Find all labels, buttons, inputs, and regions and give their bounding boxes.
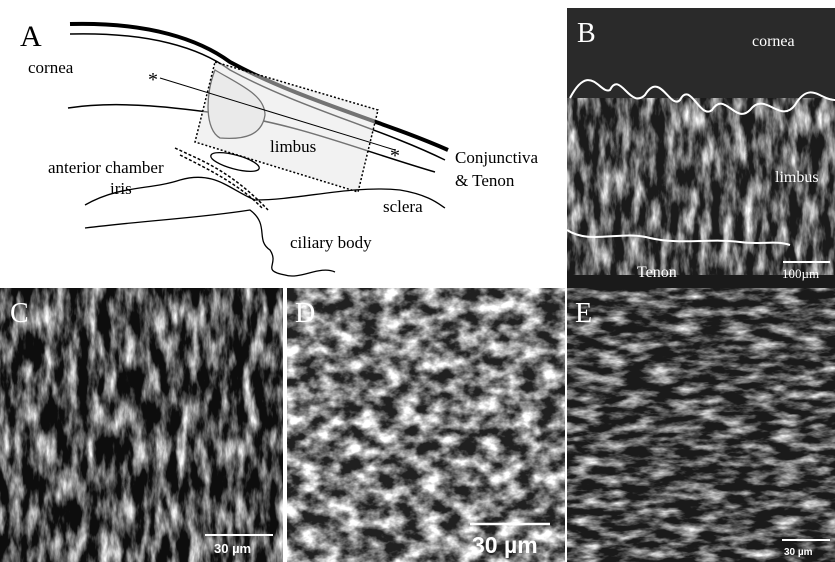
label: cornea (752, 33, 795, 50)
asterisk: * (148, 69, 158, 91)
panel-c: C 30 µm (0, 288, 283, 562)
panel-label: E (575, 298, 592, 329)
panel-d: D 30 µm (287, 288, 565, 562)
panel-label: B (577, 18, 596, 49)
panel-e: E 30 µm (567, 288, 835, 562)
label: Tenon (637, 264, 677, 281)
scale-label: 30 µm (214, 541, 251, 556)
roi-box (195, 62, 378, 192)
label: limbus (270, 137, 316, 156)
scale-label: 30 µm (472, 532, 538, 558)
scale-label: 30 µm (784, 547, 813, 558)
panel-b: B cornea limbus Tenon 100µm (567, 8, 835, 288)
label: iris (110, 179, 132, 198)
panel-a: A cornea * * limbus anterior chamber Con… (20, 20, 539, 276)
trabecular-mesh (180, 155, 262, 208)
panel-label: C (10, 298, 29, 329)
asterisk: * (390, 145, 400, 167)
figure: A cornea * * limbus anterior chamber Con… (0, 0, 835, 562)
label: anterior chamber (48, 158, 164, 177)
label: sclera (383, 197, 423, 216)
micrograph-texture (567, 288, 835, 562)
label: limbus (775, 169, 819, 186)
panel-label: D (295, 298, 315, 329)
label: & Tenon (455, 171, 515, 190)
scale-label: 100µm (782, 266, 819, 281)
label: ciliary body (290, 233, 372, 252)
micrograph-texture (287, 288, 565, 562)
cornea-region (567, 8, 835, 98)
label: cornea (28, 58, 74, 77)
label: Conjunctiva (455, 148, 539, 167)
micrograph-texture (0, 288, 283, 562)
panel-label: A (20, 20, 42, 53)
